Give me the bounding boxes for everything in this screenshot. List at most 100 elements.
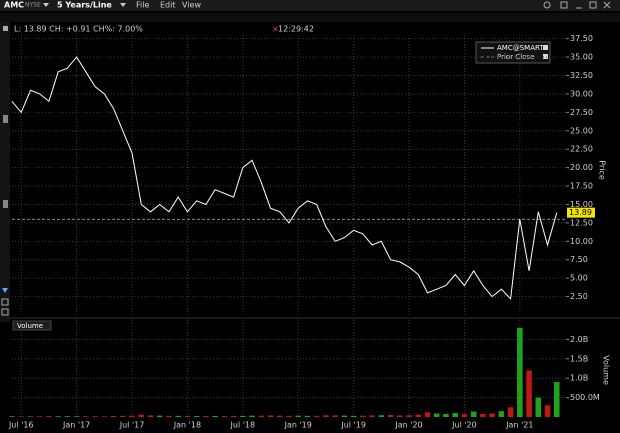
volume-title-box [12,320,52,331]
legend [475,41,551,64]
scroll-arrow[interactable] [2,288,8,293]
volume-bar [406,415,412,417]
menu-edit[interactable]: Edit [160,1,176,10]
last-price-box [567,207,595,218]
legend-checkbox [543,54,548,59]
price-line [11,56,558,300]
strip-handle[interactable] [3,200,8,208]
y-tick-label: 12.50 [570,218,593,227]
volume-bar [55,416,61,417]
volume-bar [498,411,505,417]
volume-bar [304,415,311,417]
volume-bar [461,414,468,417]
strip-handle[interactable] [3,115,8,123]
volume-bar [544,405,551,417]
y-tick-label: 2.50 [570,292,588,301]
volume-bar [129,415,135,417]
y-tick-label: 7.50 [570,255,588,264]
menu-view[interactable]: View [182,1,201,10]
symbol[interactable]: AMC [4,1,24,10]
volume-bar [507,407,514,417]
strip-button[interactable] [3,26,8,31]
dropdown-arrow[interactable] [120,3,126,7]
y-tick-label: 22.50 [570,145,593,154]
settings-icon[interactable] [560,1,568,9]
volume-bar [424,412,431,417]
volume-bar [240,415,246,417]
volume-title: Volume [17,322,43,330]
x-tick-label: Jan '21 [505,421,533,430]
volume-bar [18,416,25,417]
quote-readout: L: 13.89 CH: +0.91 CH%: 7.00% [14,25,143,34]
volume-bar [286,415,292,417]
x-tick-label: Jan '20 [394,421,422,430]
volume-bar [378,415,385,417]
volume-bar [83,416,89,417]
x-tick-label: Jul '18 [230,421,256,430]
clock: 12:29:42 [278,25,314,34]
volume-bar [526,370,532,417]
volume-bar [156,415,163,417]
y-tick-label: 35.00 [570,53,593,62]
volume-bar [221,416,228,417]
legend-label: Prior Close [497,53,534,61]
volume-bar [267,415,274,417]
close-marker: × [272,25,279,34]
legend-label: AMC@SMART [497,44,544,52]
close-icon[interactable] [603,1,611,9]
y-tick-label: 37.50 [570,34,593,43]
volume-bar [470,411,477,417]
left-strip [0,22,10,322]
volume-bar [350,415,357,417]
volume-bar [36,416,43,417]
dropdown-arrow[interactable] [43,3,49,7]
volume-bar [230,415,237,417]
volume-bar [323,415,329,417]
legend-checkbox [543,45,548,50]
maximize-icon[interactable] [589,1,597,9]
volume-bar [147,415,154,417]
x-tick-label: Jul '17 [119,421,145,430]
x-tick-label: Jan '17 [62,421,90,430]
x-tick-label: Jul '16 [8,421,34,430]
lock-icon[interactable] [1,298,9,306]
y-tick-label: 17.50 [570,182,593,191]
volume-bar [166,415,172,417]
toolbar [0,13,620,22]
exchange: NYSE [25,2,41,9]
menu-file[interactable]: File [136,1,149,10]
link-icon[interactable] [543,1,551,9]
y-tick-label: 25.00 [570,126,593,135]
volume-bar [553,382,560,417]
volume-bar [120,415,126,417]
volume-bar [249,415,255,417]
y-tick-label: 1.5B [570,354,588,363]
volume-bar [64,416,71,417]
lock-icon[interactable] [1,308,9,316]
y-tick-label: 15.00 [570,200,593,209]
volume-bar [489,413,495,417]
volume-bar [369,415,375,417]
x-tick-label: Jul '20 [451,421,477,430]
volume-bar [73,416,80,417]
volume-bar [387,415,394,417]
x-tick-label: Jul '19 [340,421,366,430]
volume-bar [360,415,366,417]
volume-bar [276,415,283,417]
y-tick-label: 500.0M [570,393,600,402]
volume-bar [193,416,200,417]
volume-bar [433,413,440,417]
volume-bar [46,416,52,417]
y-tick-label: 30.00 [570,89,593,98]
volume-bar [397,415,403,417]
volume-bar [9,416,15,417]
y-tick-label: 27.50 [570,108,593,117]
volume-bar [258,415,265,417]
volume-bar [184,415,191,417]
window-icons [543,1,611,9]
y-tick-label: 5.00 [570,274,588,283]
x-tick-label: Jan '18 [173,421,201,430]
volume-bar [295,415,302,417]
period[interactable]: 5 Years/Line [57,1,112,10]
